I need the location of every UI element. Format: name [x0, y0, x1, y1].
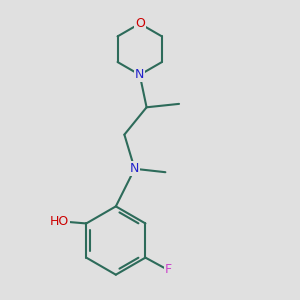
Text: O: O [135, 17, 145, 30]
Text: HO: HO [49, 215, 68, 228]
Text: N: N [135, 68, 144, 81]
Text: F: F [165, 263, 172, 276]
Text: N: N [130, 162, 139, 175]
